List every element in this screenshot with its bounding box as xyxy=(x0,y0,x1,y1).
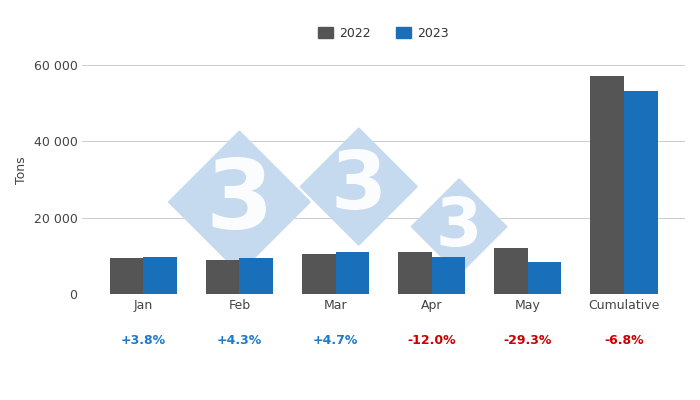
Bar xyxy=(624,91,657,294)
Bar xyxy=(528,262,561,294)
Text: 3: 3 xyxy=(436,194,482,260)
Polygon shape xyxy=(169,131,310,273)
Bar xyxy=(206,260,239,294)
Bar xyxy=(494,248,528,294)
Text: 3: 3 xyxy=(330,148,386,226)
Polygon shape xyxy=(412,179,507,274)
Bar xyxy=(144,256,177,294)
Bar xyxy=(239,258,273,294)
Text: +4.3%: +4.3% xyxy=(217,334,262,347)
Bar xyxy=(590,76,624,294)
Bar xyxy=(335,252,369,294)
Text: 3: 3 xyxy=(206,156,273,248)
Bar xyxy=(432,257,466,294)
Bar xyxy=(302,254,335,294)
Text: +4.7%: +4.7% xyxy=(313,334,358,347)
Text: -29.3%: -29.3% xyxy=(503,334,552,347)
Bar xyxy=(110,258,144,294)
Text: -6.8%: -6.8% xyxy=(604,334,644,347)
Polygon shape xyxy=(300,128,417,245)
Legend: 2022, 2023: 2022, 2023 xyxy=(314,22,454,45)
Bar xyxy=(398,252,432,294)
Text: +3.8%: +3.8% xyxy=(121,334,166,347)
Text: -12.0%: -12.0% xyxy=(407,334,456,347)
Y-axis label: Tons: Tons xyxy=(15,156,28,184)
